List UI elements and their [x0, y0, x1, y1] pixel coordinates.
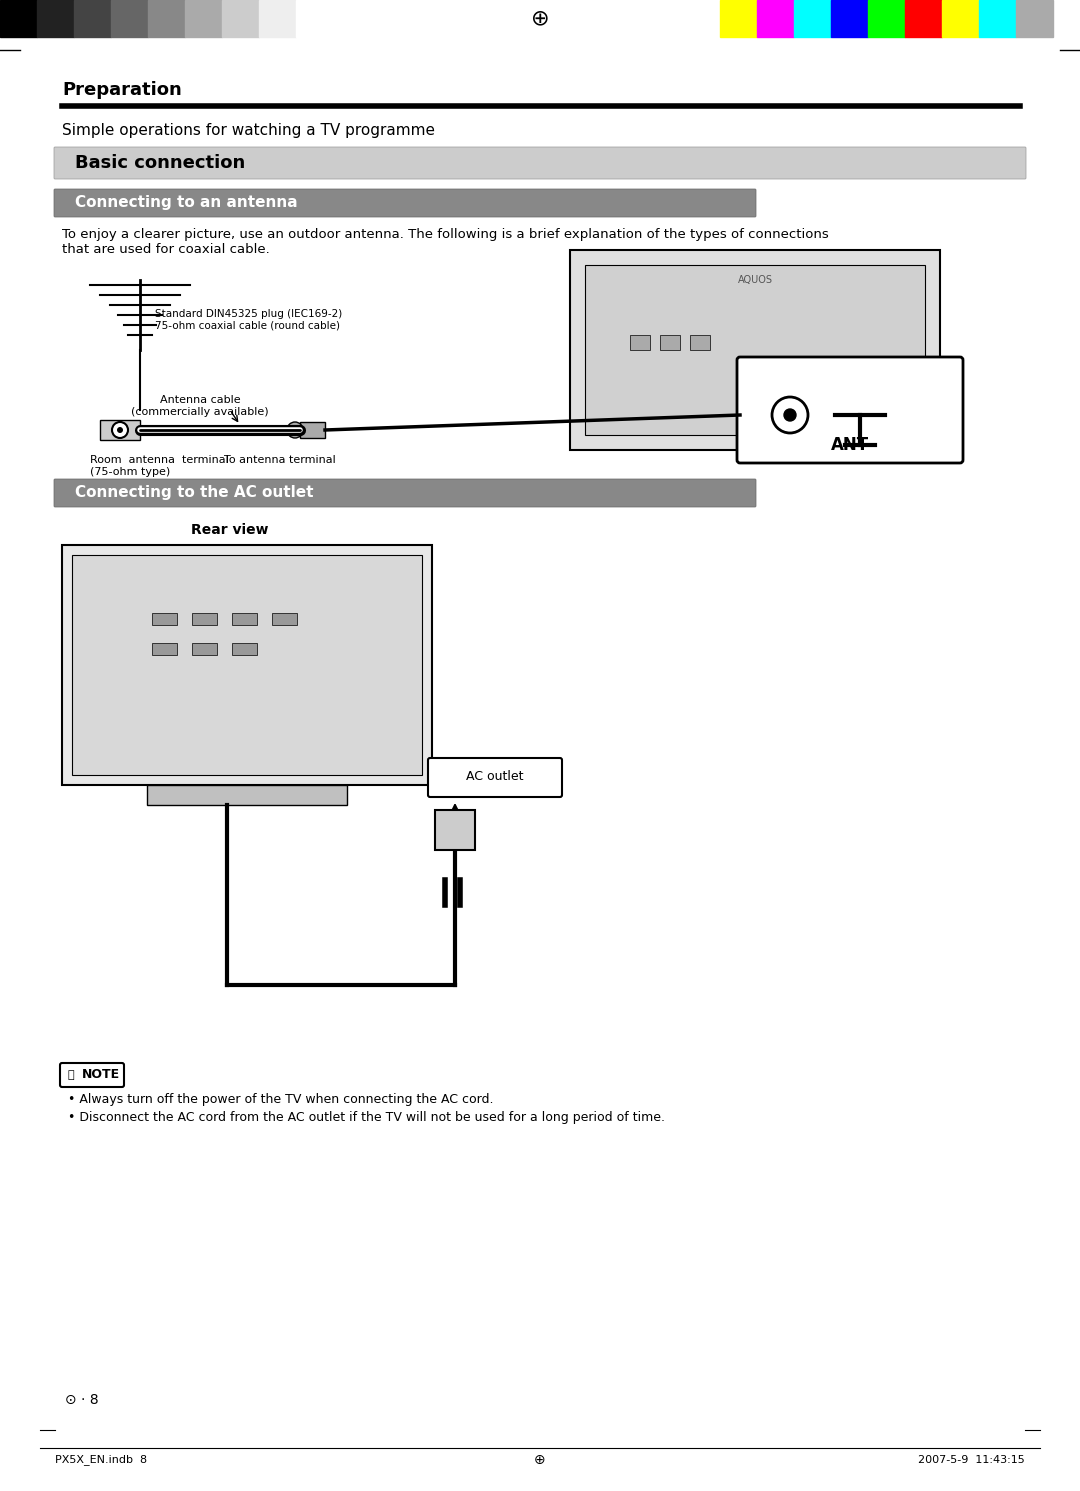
Text: PX5X_EN.indb  8: PX5X_EN.indb 8 — [55, 1455, 147, 1466]
Bar — [37, 0, 75, 37]
Text: Simple operations for watching a TV programme: Simple operations for watching a TV prog… — [62, 122, 435, 137]
Bar — [570, 250, 940, 450]
Circle shape — [772, 397, 808, 432]
Bar — [942, 0, 978, 37]
FancyBboxPatch shape — [54, 189, 756, 218]
Bar — [757, 0, 794, 37]
Bar — [100, 420, 140, 440]
Text: Preparation: Preparation — [62, 81, 181, 98]
Bar — [300, 422, 325, 438]
Text: 2007-5-9  11:43:15: 2007-5-9 11:43:15 — [918, 1455, 1025, 1466]
FancyBboxPatch shape — [60, 1063, 124, 1087]
Text: Basic connection: Basic connection — [75, 154, 245, 171]
Bar — [62, 546, 432, 784]
Text: To enjoy a clearer picture, use an outdoor antenna. The following is a brief exp: To enjoy a clearer picture, use an outdo… — [62, 228, 828, 256]
Bar — [232, 643, 257, 655]
Text: AC outlet: AC outlet — [467, 771, 524, 783]
Text: ⊕: ⊕ — [530, 7, 550, 28]
Circle shape — [287, 422, 303, 438]
Text: • Disconnect the AC cord from the AC outlet if the TV will not be used for a lon: • Disconnect the AC cord from the AC out… — [68, 1111, 665, 1124]
Text: ANT: ANT — [831, 435, 869, 453]
Text: Standard DIN45325 plug (IEC169-2)
75-ohm coaxial cable (round cable): Standard DIN45325 plug (IEC169-2) 75-ohm… — [156, 309, 342, 331]
Bar — [630, 335, 650, 350]
Circle shape — [784, 409, 796, 420]
Bar — [152, 643, 177, 655]
Bar — [690, 335, 710, 350]
Bar — [232, 613, 257, 625]
Bar — [148, 0, 185, 37]
Bar — [794, 0, 831, 37]
Bar — [978, 0, 1016, 37]
Bar — [435, 810, 475, 850]
Text: Room  antenna  terminal
(75-ohm type): Room antenna terminal (75-ohm type) — [90, 455, 229, 477]
Text: Connecting to an antenna: Connecting to an antenna — [75, 195, 298, 210]
FancyBboxPatch shape — [737, 356, 963, 464]
Text: Connecting to the AC outlet: Connecting to the AC outlet — [75, 486, 313, 501]
FancyBboxPatch shape — [54, 148, 1026, 179]
Circle shape — [112, 422, 129, 438]
Text: ⊕: ⊕ — [535, 1454, 545, 1467]
Text: AQUOS: AQUOS — [738, 274, 772, 285]
Bar — [192, 613, 217, 625]
Bar — [831, 0, 868, 37]
FancyBboxPatch shape — [54, 479, 756, 507]
Bar — [192, 643, 217, 655]
Bar — [152, 613, 177, 625]
Bar — [72, 555, 422, 775]
Bar — [296, 0, 333, 37]
Bar — [111, 0, 148, 37]
Bar — [0, 0, 37, 37]
Text: Antenna cable
(commercially available): Antenna cable (commercially available) — [131, 395, 269, 416]
Text: ⊙ · 8: ⊙ · 8 — [65, 1393, 98, 1408]
Bar — [720, 0, 757, 37]
Bar — [660, 335, 680, 350]
Bar — [905, 0, 942, 37]
Text: To antenna terminal: To antenna terminal — [225, 455, 336, 465]
Text: Rear view: Rear view — [191, 523, 269, 537]
Bar — [1016, 0, 1053, 37]
Bar — [185, 0, 222, 37]
Text: NOTE: NOTE — [82, 1069, 120, 1081]
Text: • Always turn off the power of the TV when connecting the AC cord.: • Always turn off the power of the TV wh… — [68, 1093, 494, 1106]
Text: 🔔: 🔔 — [68, 1071, 75, 1079]
Bar — [868, 0, 905, 37]
FancyBboxPatch shape — [428, 757, 562, 798]
Circle shape — [117, 426, 123, 432]
Bar — [259, 0, 296, 37]
Bar — [147, 784, 347, 805]
Bar — [272, 613, 297, 625]
Bar — [222, 0, 259, 37]
Bar — [585, 265, 924, 435]
Bar — [75, 0, 111, 37]
